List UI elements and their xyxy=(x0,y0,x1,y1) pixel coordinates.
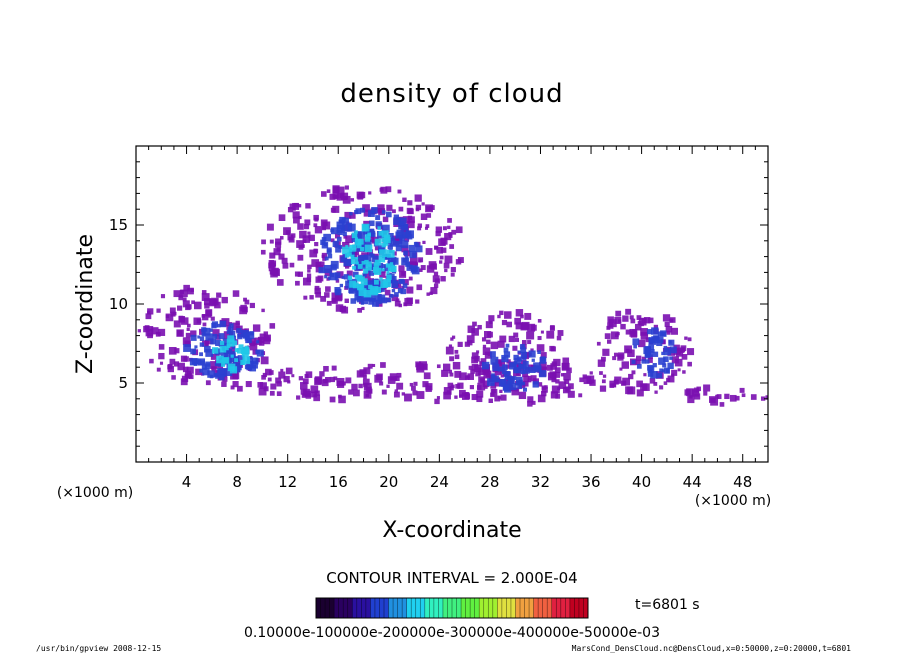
cloud-region xyxy=(684,384,768,407)
x-axis-ticks: 4 8 12 16 20 24 28 32 36 40 44 48 xyxy=(148,146,756,491)
cloud-field xyxy=(137,185,768,407)
time-label: t=6801 s xyxy=(635,597,700,613)
cloud-region xyxy=(631,327,677,379)
y-unit-label: (×1000 m) xyxy=(57,485,133,501)
x-tick-label: 24 xyxy=(430,473,449,491)
x-tick-label: 16 xyxy=(329,473,348,491)
plot-frame xyxy=(135,145,769,463)
x-unit-label: (×1000 m) xyxy=(695,493,771,509)
colorbar-labels: 0.10000e-100000e-200000e-300000e-400000e… xyxy=(244,625,660,641)
x-tick-label: 32 xyxy=(531,473,550,491)
x-tick-label: 4 xyxy=(182,473,192,491)
x-tick-label: 28 xyxy=(480,473,499,491)
footer-right: MarsCond_DensCloud.nc@DensCloud,x=0:5000… xyxy=(572,644,852,653)
colorbar xyxy=(315,598,589,618)
y-axis-label: Z-coordinate xyxy=(73,234,98,374)
contour-interval-text: CONTOUR INTERVAL = 2.000E-04 xyxy=(326,569,577,587)
chart-title: density of cloud xyxy=(340,79,563,109)
colorbar-frame xyxy=(315,597,589,619)
x-tick-label: 40 xyxy=(632,473,651,491)
cloud-region xyxy=(481,343,547,393)
x-tick-label: 20 xyxy=(379,473,398,491)
x-axis-label: X-coordinate xyxy=(382,518,521,543)
cloud-region xyxy=(211,335,251,374)
y-tick-label: 5 xyxy=(118,374,128,392)
cloud-region xyxy=(442,309,570,407)
x-tick-label: 36 xyxy=(581,473,600,491)
x-tick-label: 8 xyxy=(232,473,242,491)
x-tick-label: 12 xyxy=(278,473,297,491)
y-axis-ticks: 5 10 15 xyxy=(109,161,768,447)
y-tick-label: 15 xyxy=(109,216,128,234)
cloud-region xyxy=(342,223,397,298)
footer-left: /usr/bin/gpview 2008-12-15 xyxy=(36,644,161,653)
y-tick-label: 10 xyxy=(109,295,128,313)
x-tick-label: 48 xyxy=(733,473,752,491)
x-tick-label: 44 xyxy=(683,473,702,491)
